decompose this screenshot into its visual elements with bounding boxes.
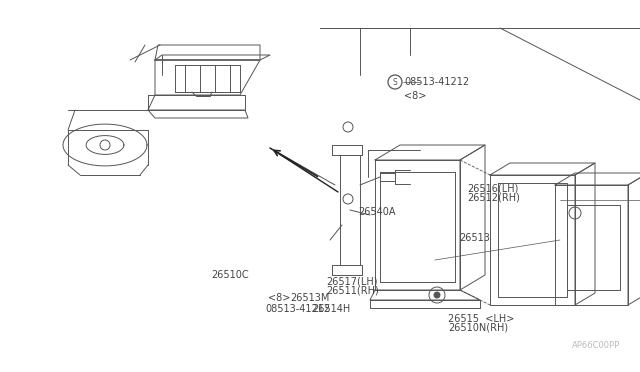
- Text: 26515  <LH>: 26515 <LH>: [448, 314, 515, 324]
- Text: 26514H: 26514H: [312, 304, 351, 314]
- Circle shape: [434, 292, 440, 298]
- Text: 26513M: 26513M: [290, 293, 330, 302]
- Text: 26510N(RH): 26510N(RH): [448, 323, 508, 332]
- Text: <8>: <8>: [404, 91, 426, 101]
- Text: S: S: [392, 77, 397, 87]
- Text: 26513: 26513: [460, 233, 490, 243]
- Text: 08513-41212: 08513-41212: [266, 304, 331, 314]
- Text: 26517(LH): 26517(LH): [326, 277, 378, 287]
- Text: AP66C00PP: AP66C00PP: [572, 341, 620, 350]
- Text: 26540A: 26540A: [358, 207, 396, 217]
- Text: 26512(RH): 26512(RH): [467, 192, 520, 202]
- Text: <8>: <8>: [268, 293, 290, 302]
- Text: 26511(RH): 26511(RH): [326, 285, 379, 295]
- Text: 08513-41212: 08513-41212: [404, 77, 469, 87]
- Text: 26510C: 26510C: [211, 270, 249, 280]
- Text: 26516(LH): 26516(LH): [467, 184, 518, 194]
